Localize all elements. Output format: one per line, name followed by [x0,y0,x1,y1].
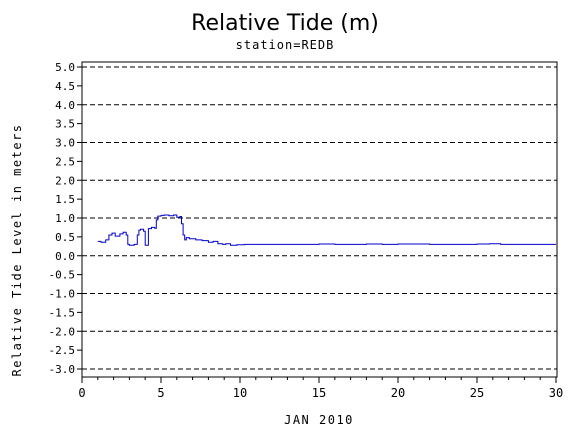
y-tick-label: 2.0 [55,174,75,187]
y-tick-label: 0.5 [55,231,75,244]
y-tick-label: -1.0 [49,288,76,301]
x-tick-label: 30 [549,386,563,400]
chart-title: Relative Tide (m) [191,11,379,36]
grid-lines [82,66,557,370]
series-group [97,214,556,246]
y-tick-label: 4.0 [55,99,75,112]
y-tick-label: -0.5 [49,269,76,282]
y-tick-label: 1.5 [55,193,75,206]
y-tick-label: -2.0 [49,325,76,338]
y-tick-label: 5.0 [55,61,75,74]
y-axis: 5.0 4.5 4.0 3.5 3.0 2.5 2.0 1.5 1.0 0.5 0.0 -0.5 -1.… [49,61,82,376]
y-tick-label: -3.0 [49,363,76,376]
x-axis: 0 5 10 15 20 25 30 [78,377,563,400]
y-tick-label: 0.0 [55,250,75,263]
y-tick-label: 4.5 [55,80,75,93]
x-axis-label: JAN 2010 [284,413,354,427]
x-tick-label: 20 [391,386,405,400]
chart-subtitle: station=REDB [236,38,335,52]
y-tick-label: 3.0 [55,137,75,150]
y-tick-label: 1.0 [55,212,75,225]
x-tick-label: 10 [233,386,247,400]
x-tick-label: 0 [78,386,85,400]
x-tick-label: 25 [470,386,484,400]
y-axis-label: Relative Tide Level in meters [10,123,24,376]
y-tick-label: 2.5 [55,155,75,168]
series-line [97,214,556,246]
y-tick-label: -2.5 [49,344,76,357]
plot-frame [81,61,558,378]
x-tick-label: 5 [157,386,164,400]
x-tick-label: 15 [312,386,326,400]
y-tick-label: -1.5 [49,306,76,319]
y-tick-label: 3.5 [55,118,75,131]
